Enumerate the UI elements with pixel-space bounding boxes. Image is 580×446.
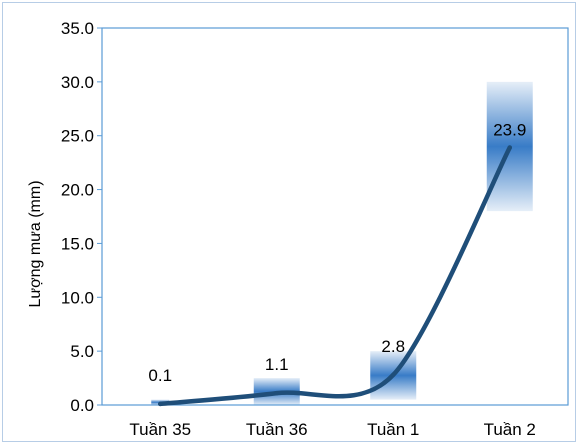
x-tick-label: Tuần 35 [129, 420, 191, 439]
data-label: 1.1 [265, 355, 289, 374]
x-tick-label: Tuần 36 [246, 420, 308, 439]
y-axis-label: Lượng mưa (mm) [27, 180, 44, 307]
chart-frame [2, 2, 576, 442]
data-point [274, 390, 279, 396]
y-tick-label: 10.0 [61, 288, 94, 307]
x-tick-labels: Tuần 35 Tuần 36 Tuần 1 Tuần 2 [129, 420, 536, 439]
plot-area [101, 27, 569, 406]
y-tick-label: 5.0 [70, 342, 94, 361]
x-tick-label: Tuần 1 [367, 420, 419, 439]
x-tick-label: Tuần 2 [484, 420, 536, 439]
range-bands [151, 81, 533, 405]
data-point [507, 145, 512, 150]
data-point [158, 401, 163, 407]
data-point [391, 372, 396, 378]
data-label: 2.8 [381, 337, 405, 356]
data-label: 23.9 [493, 121, 526, 140]
y-tick-labels: 0.0 5.0 10.0 15.0 20.0 25.0 30.0 35.0 [61, 19, 102, 415]
series-line [158, 145, 512, 407]
y-tick-label: 15.0 [61, 234, 94, 253]
series-line-group [158, 145, 512, 407]
data-label: 0.1 [148, 366, 172, 385]
y-tick-label: 25.0 [61, 127, 94, 146]
y-tick-label: 20.0 [61, 181, 94, 200]
data-labels: 0.1 1.1 2.8 23.9 [148, 121, 526, 385]
y-tick-label: 30.0 [61, 73, 94, 92]
y-tick-label: 35.0 [61, 19, 94, 38]
y-tick-label: 0.0 [70, 396, 94, 415]
